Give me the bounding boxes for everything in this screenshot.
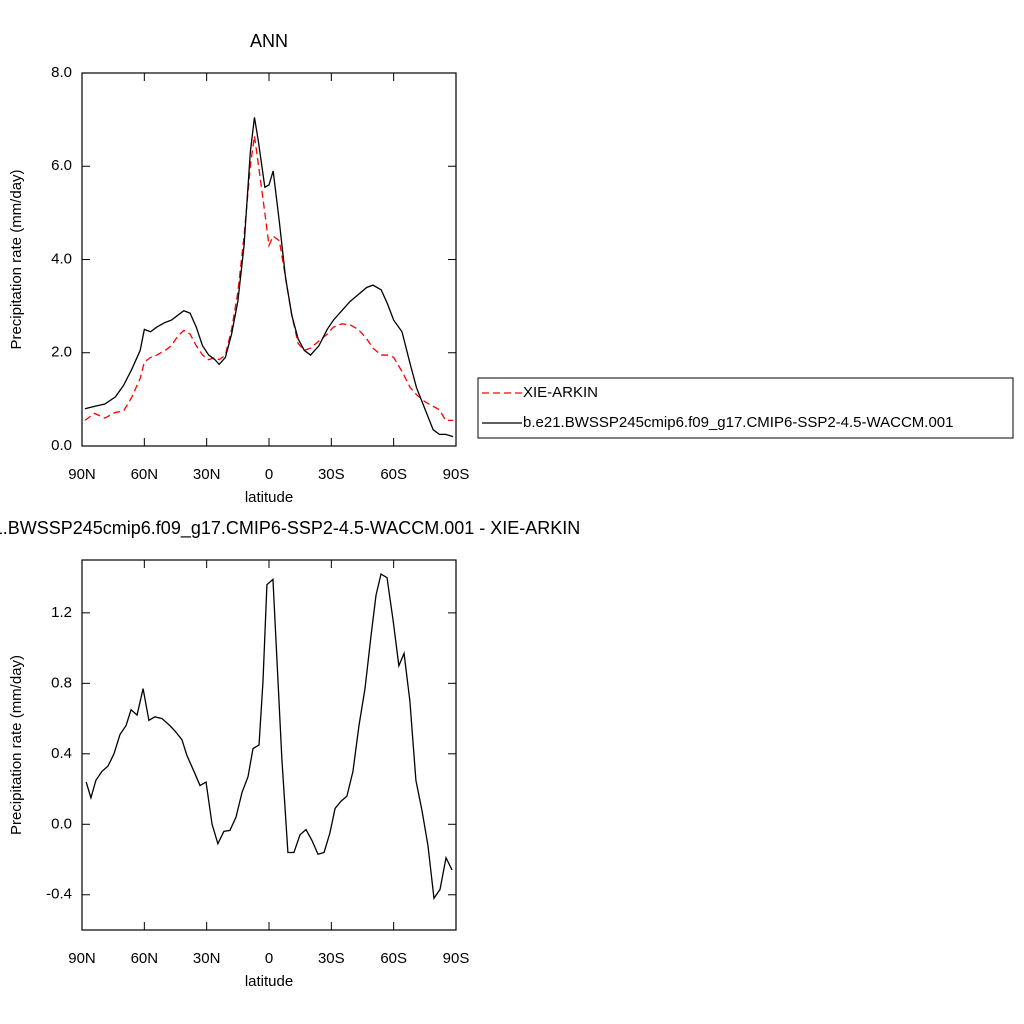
y-tick-label: 0.0 bbox=[51, 815, 72, 832]
y-tick-label: 0.0 bbox=[51, 437, 72, 454]
x-axis-label: latitude bbox=[245, 489, 293, 506]
y-tick-label: 2.0 bbox=[51, 344, 72, 361]
legend-label: b.e21.BWSSP245cmip6.f09_g17.CMIP6-SSP2-4… bbox=[523, 414, 953, 431]
x-tick-label: 60N bbox=[131, 950, 159, 967]
x-tick-label: 0 bbox=[265, 466, 273, 483]
x-tick-label: 60S bbox=[380, 466, 407, 483]
plot-frame bbox=[81, 72, 457, 447]
x-tick-label: 30N bbox=[193, 466, 221, 483]
x-tick-label: 90S bbox=[443, 950, 470, 967]
legend-label: XIE-ARKIN bbox=[523, 384, 598, 401]
x-tick-label: 60S bbox=[380, 950, 407, 967]
x-tick-label: 90N bbox=[68, 466, 96, 483]
x-tick-label: 30N bbox=[193, 950, 221, 967]
y-tick-label: 6.0 bbox=[51, 157, 72, 174]
plot-frame bbox=[81, 559, 457, 931]
y-tick-label: -0.4 bbox=[46, 886, 72, 903]
y-axis-label: Precipitation rate (mm/day) bbox=[8, 655, 25, 835]
x-tick-label: 30S bbox=[318, 950, 345, 967]
chart-title: b.e21.BWSSP245cmip6.f09_g17.CMIP6-SSP2-4… bbox=[0, 518, 580, 539]
x-tick-label: 30S bbox=[318, 466, 345, 483]
y-axis-label: Precipitation rate (mm/day) bbox=[8, 169, 25, 349]
x-tick-label: 90S bbox=[443, 466, 470, 483]
data-line bbox=[84, 135, 454, 422]
data-line bbox=[85, 573, 453, 901]
legend-box bbox=[477, 377, 1014, 439]
data-line bbox=[84, 117, 454, 438]
y-tick-label: 0.4 bbox=[51, 745, 72, 762]
x-axis-label: latitude bbox=[245, 973, 293, 990]
y-tick-label: 1.2 bbox=[51, 604, 72, 621]
y-tick-label: 0.8 bbox=[51, 674, 72, 691]
chart-title: ANN bbox=[250, 31, 288, 51]
y-tick-label: 8.0 bbox=[51, 64, 72, 81]
x-tick-label: 60N bbox=[131, 466, 159, 483]
x-tick-label: 90N bbox=[68, 950, 96, 967]
x-tick-label: 0 bbox=[265, 950, 273, 967]
y-tick-label: 4.0 bbox=[51, 250, 72, 267]
